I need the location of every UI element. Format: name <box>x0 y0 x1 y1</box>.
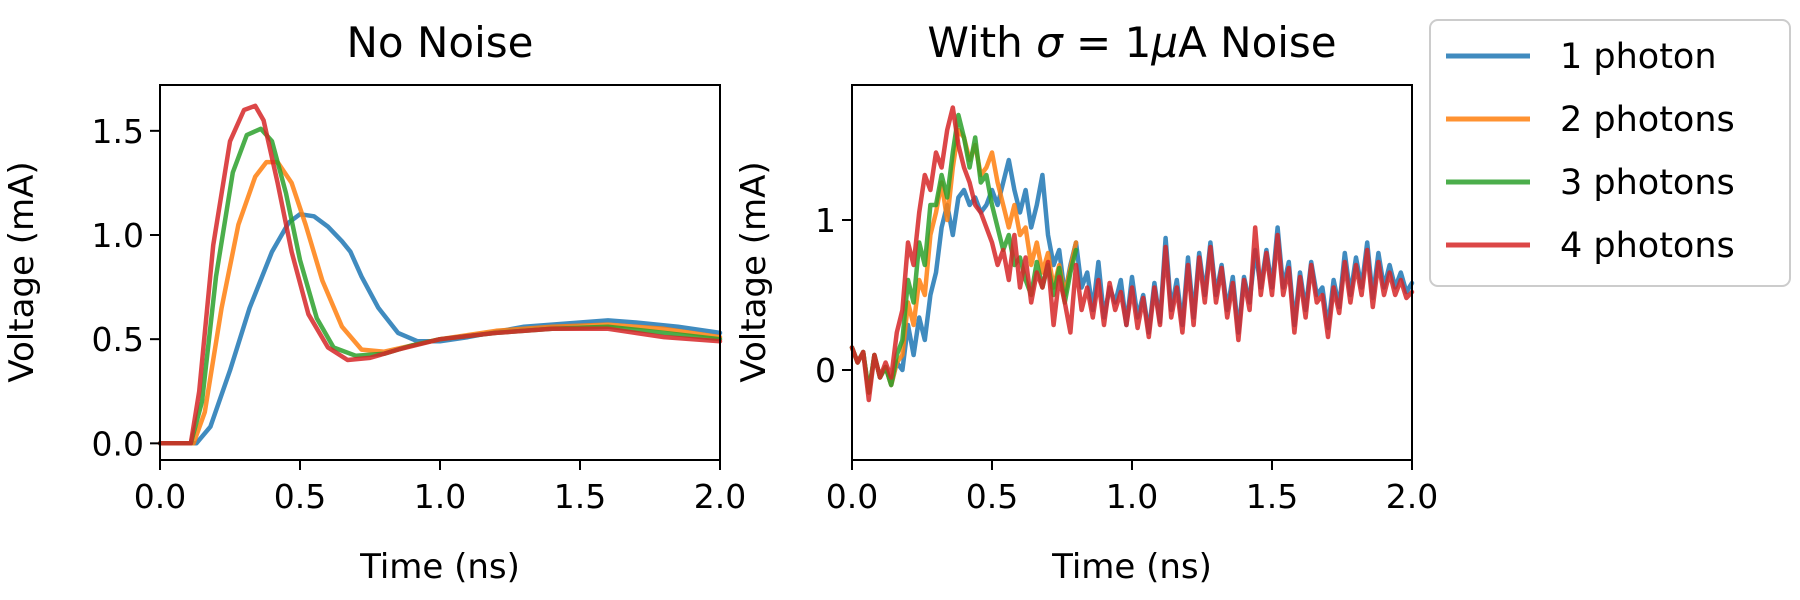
y-tick-label: 0.0 <box>92 424 144 463</box>
title-sigma: σ <box>1036 18 1064 67</box>
legend: 1 photon 2 photons 3 photons 4 photons <box>1429 19 1791 287</box>
panel-no-noise: No Noise 0.0 0.5 1.0 1.5 2.0 0.0 0.5 1.0 1.5 Tim… <box>2 18 746 587</box>
x-tick-label: 0.0 <box>134 477 186 516</box>
x-tick-label: 2.0 <box>694 477 746 516</box>
x-tick-label: 1.5 <box>1246 477 1298 516</box>
legend-label: 1 photon <box>1560 37 1717 77</box>
x-tick-label: 0.0 <box>826 477 878 516</box>
x-axis-label: Time (ns) <box>359 547 520 587</box>
y-tick-label: 0.5 <box>92 320 144 359</box>
panel-with-noise: With σ = 1μA Noise 0.0 0.5 1.0 1.5 2.0 0 1 Tim… <box>734 18 1438 587</box>
legend-entries: 1 photon 2 photons 3 photons 4 photons <box>1446 37 1735 266</box>
x-tick-label: 0.5 <box>966 477 1018 516</box>
title-mu: μ <box>1150 18 1178 67</box>
x-tick-label: 0.5 <box>274 477 326 516</box>
legend-box <box>1429 19 1791 287</box>
legend-label: 3 photons <box>1560 163 1735 203</box>
series-line-3 <box>849 112 1079 395</box>
y-tick-label: 1.5 <box>92 112 144 151</box>
series-layer <box>157 103 723 446</box>
title-equals: = 1 <box>1063 18 1152 67</box>
x-tick-label: 1.5 <box>554 477 606 516</box>
x-axis-label: Time (ns) <box>1051 547 1212 587</box>
series-line-3 <box>157 126 723 446</box>
x-tick-label: 1.0 <box>1106 477 1158 516</box>
series-line-2 <box>157 159 723 446</box>
series-line-4 <box>157 103 723 446</box>
ticks-layer: 0.0 0.5 1.0 1.5 2.0 0.0 0.5 1.0 1.5 <box>92 112 747 516</box>
y-axis-label: Voltage (mA) <box>734 161 774 382</box>
title-suffix: A Noise <box>1178 18 1337 67</box>
y-axis-label: Voltage (mA) <box>2 161 42 382</box>
y-tick-label: 1 <box>815 201 836 240</box>
series-layer <box>849 105 1415 403</box>
panel-title: No Noise <box>347 18 534 67</box>
y-tick-label: 1.0 <box>92 216 144 255</box>
series-line-4 <box>849 105 1415 403</box>
series-line-1 <box>157 211 723 446</box>
legend-label: 2 photons <box>1560 100 1735 140</box>
ticks-layer: 0.0 0.5 1.0 1.5 2.0 0 1 <box>815 201 1438 516</box>
x-tick-label: 1.0 <box>414 477 466 516</box>
legend-label: 4 photons <box>1560 226 1735 266</box>
title-prefix: With <box>927 18 1022 67</box>
x-tick-label: 2.0 <box>1386 477 1438 516</box>
y-tick-label: 0 <box>815 351 836 390</box>
panel-title: With σ = 1μA Noise <box>927 18 1336 67</box>
